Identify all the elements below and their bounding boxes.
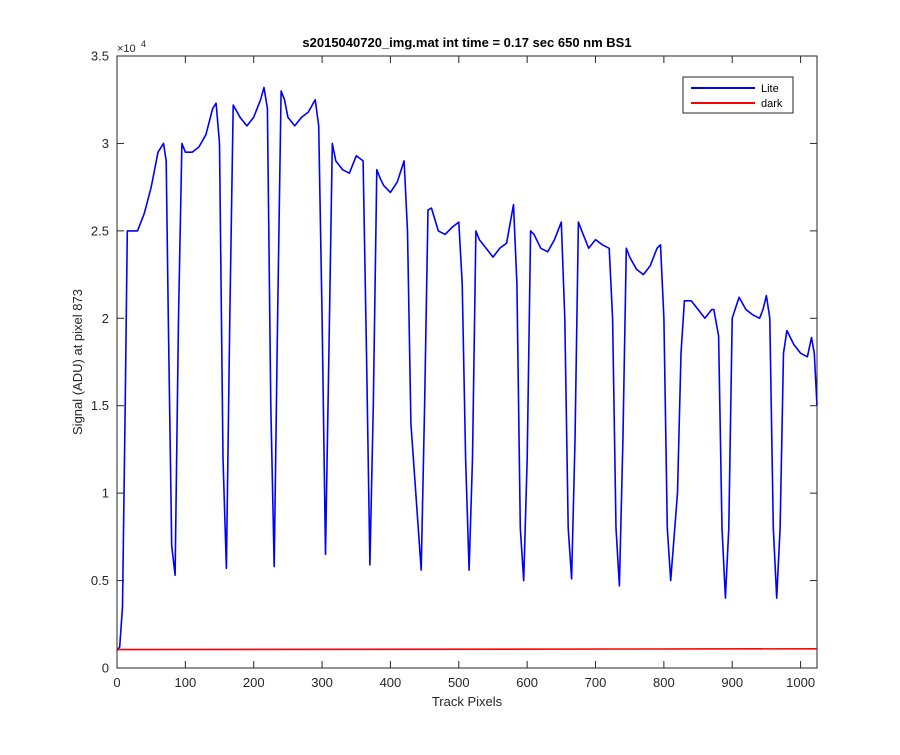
x-axis-label: Track Pixels (432, 694, 503, 709)
series-layer (116, 86, 818, 651)
y-exponent-power: 4 (141, 39, 146, 49)
x-tick-label: 100 (175, 675, 197, 690)
x-tick-label: 700 (585, 675, 607, 690)
legend-label-dark: dark (761, 98, 783, 110)
y-exponent-base: ×10 (117, 43, 136, 55)
legend-box (682, 76, 794, 114)
x-tick-label: 400 (380, 675, 402, 690)
y-tick-label: 1 (102, 486, 109, 501)
x-tick-label: 1000 (786, 675, 815, 690)
y-tick-label: 0 (102, 661, 109, 676)
x-tick-label: 0 (113, 675, 120, 690)
y-axis-ticks: 0 0.5 1 1.5 2 2.5 3 3.5 (91, 49, 817, 676)
y-tick-label: 1.5 (91, 398, 109, 413)
series-line-lite (116, 86, 818, 651)
x-axis-ticks: 0 100 200 300 400 500 600 700 800 900 1000 (113, 56, 815, 690)
y-tick-label: 3.5 (91, 49, 109, 64)
x-tick-label: 800 (653, 675, 675, 690)
y-tick-label: 2 (102, 311, 109, 326)
y-tick-label: 3 (102, 136, 109, 151)
legend-label-lite: Lite (761, 83, 779, 95)
x-tick-label: 900 (721, 675, 743, 690)
y-axis-label: Signal (ADU) at pixel 873 (70, 289, 85, 435)
x-tick-label: 500 (448, 675, 470, 690)
x-tick-label: 300 (311, 675, 333, 690)
y-axis-exponent: ×10 4 (117, 39, 146, 55)
x-tick-label: 200 (243, 675, 265, 690)
chart-title: s2015040720_img.mat int time = 0.17 sec … (302, 35, 631, 50)
plot-area (116, 55, 818, 669)
x-tick-label: 600 (516, 675, 538, 690)
series-line-dark (116, 647, 818, 651)
legend: Lite dark (682, 76, 794, 114)
y-tick-label: 2.5 (91, 223, 109, 238)
y-tick-label: 0.5 (91, 573, 109, 588)
